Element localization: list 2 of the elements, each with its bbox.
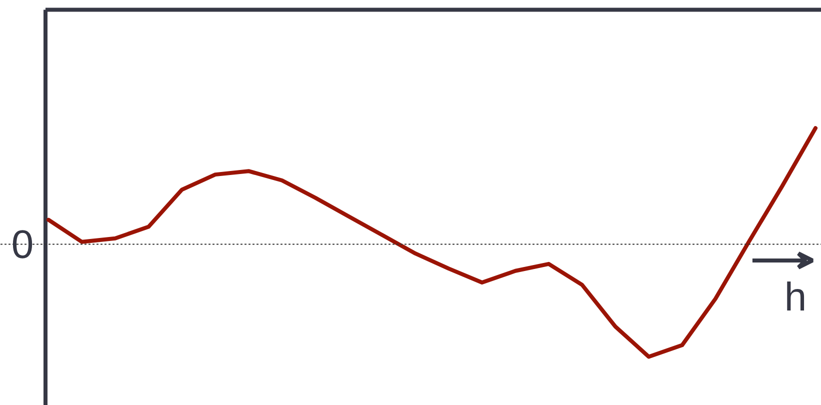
ref-line-label: 0 bbox=[11, 223, 34, 268]
x-axis-title: h bbox=[784, 276, 807, 320]
